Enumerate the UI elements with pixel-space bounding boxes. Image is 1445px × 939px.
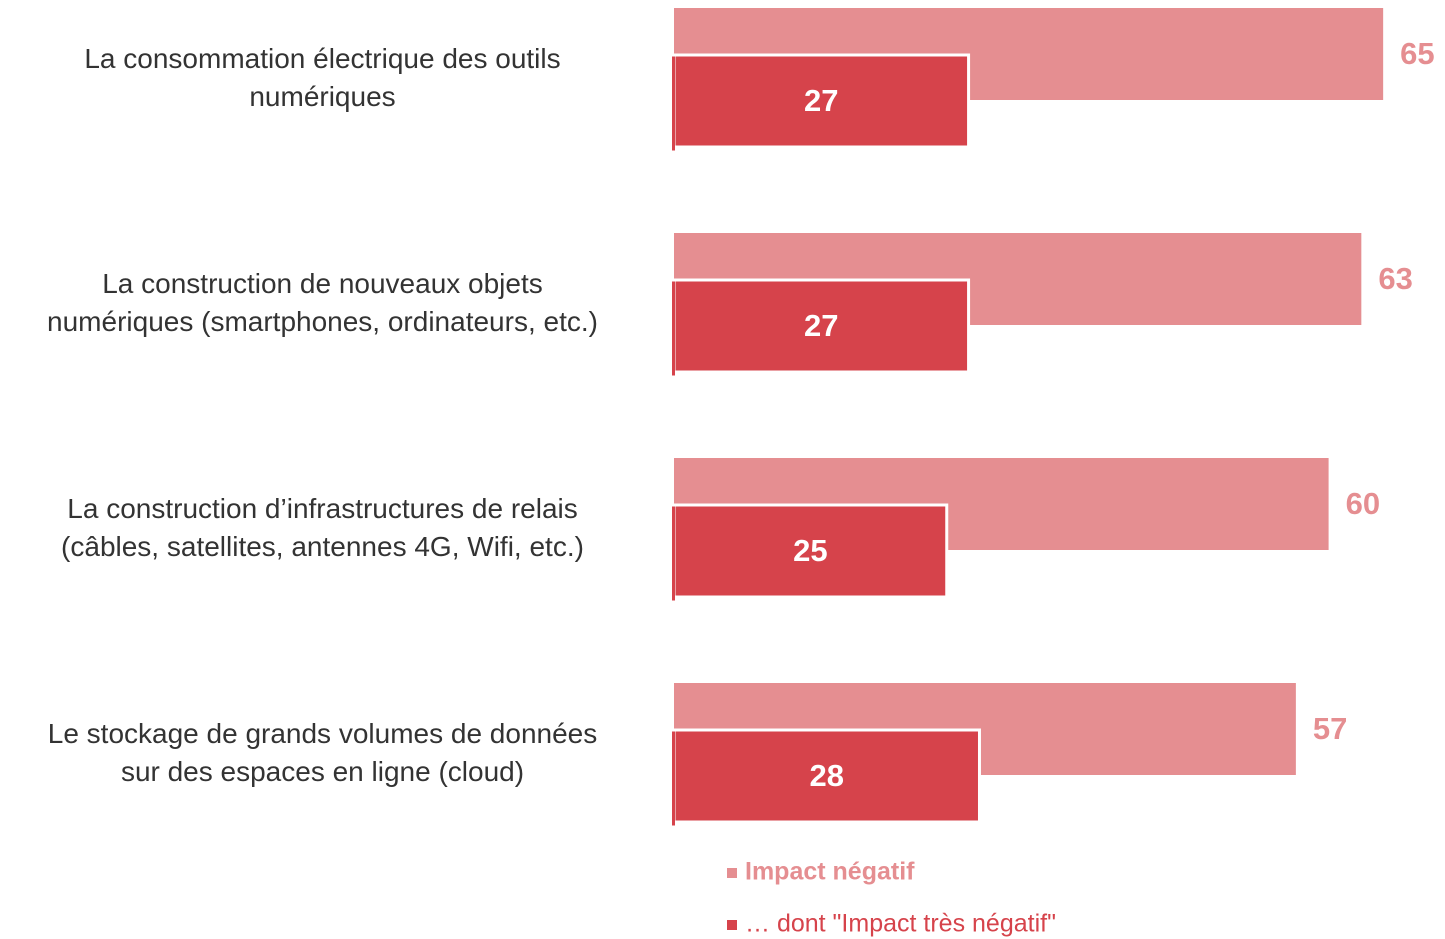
bar-mask <box>672 56 675 151</box>
value-label: 63 <box>1378 261 1412 296</box>
legend-label: Impact négatif <box>745 858 915 886</box>
value-label: 27 <box>804 308 838 343</box>
category-label: Le stockage de grands volumes de données… <box>47 718 598 787</box>
bar-mask <box>672 506 675 601</box>
bar <box>672 503 949 599</box>
bar-mask <box>672 281 675 376</box>
bar <box>672 728 981 824</box>
value-label: 57 <box>1313 711 1347 746</box>
legend-swatch <box>727 920 737 930</box>
value-label: 25 <box>793 533 827 568</box>
bar-mask <box>672 731 675 826</box>
value-label: 65 <box>1400 36 1434 71</box>
value-label: 27 <box>804 83 838 118</box>
category-label: La consommation électrique des outils nu… <box>84 43 561 112</box>
bar <box>672 53 971 149</box>
value-label: 60 <box>1346 486 1380 521</box>
legend-label: … dont "Impact très négatif" <box>745 910 1056 938</box>
value-label: 28 <box>809 758 843 793</box>
category-label: La construction d’infrastructures de rel… <box>61 493 584 562</box>
category-label: La construction de nouveaux objets numér… <box>47 268 598 337</box>
legend-swatch <box>727 868 737 878</box>
